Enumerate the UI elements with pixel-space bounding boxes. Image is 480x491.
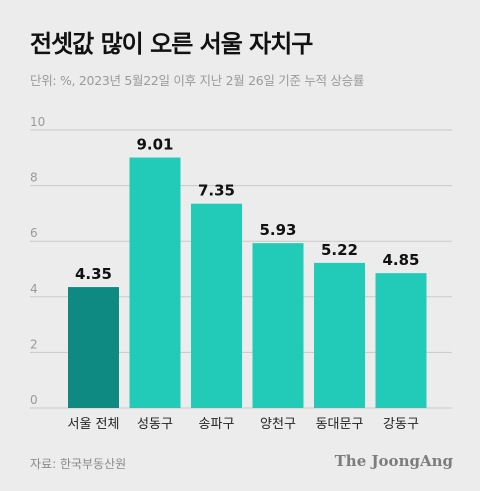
data-label: 5.93 [259, 221, 296, 239]
data-label: 4.85 [382, 251, 419, 269]
bar [129, 157, 181, 408]
chart-subtitle: 단위: %, 2023년 5월22일 이후 지난 2월 26일 기준 누적 상승… [30, 73, 365, 88]
y-tick-label: 6 [30, 226, 38, 240]
chart-title: 전셋값 많이 오른 서울 자치구 [30, 30, 313, 58]
y-tick-label: 10 [30, 115, 45, 129]
bar [68, 287, 119, 408]
bar [191, 203, 242, 408]
y-tick-label: 0 [30, 393, 38, 407]
y-tick-label: 8 [30, 171, 38, 185]
x-tick-label: 성동구 [137, 417, 173, 432]
data-label: 9.01 [136, 136, 173, 154]
source-note: 자료: 한국부동산원 [30, 457, 127, 471]
brand-logo: The JoongAng [334, 452, 453, 470]
x-tick-label: 강동구 [383, 417, 419, 432]
x-tick-label: 서울 전체 [68, 417, 120, 432]
bar [375, 273, 427, 408]
data-label: 5.22 [321, 241, 358, 259]
bar [314, 262, 365, 408]
data-label: 7.35 [198, 182, 235, 200]
y-tick-label: 2 [30, 337, 38, 351]
data-label: 4.35 [75, 265, 112, 283]
x-tick-label: 송파구 [199, 417, 235, 432]
y-tick-label: 4 [30, 282, 38, 296]
bar [252, 243, 304, 408]
x-tick-label: 동대문구 [316, 417, 364, 432]
x-tick-label: 양천구 [260, 417, 296, 432]
